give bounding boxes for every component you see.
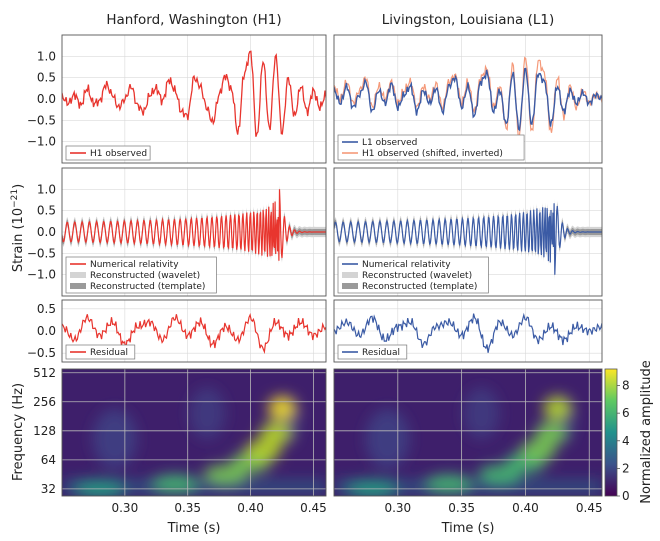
chirp-blob	[259, 422, 292, 446]
chirp-blob	[268, 396, 296, 421]
ytick-label: 256	[33, 395, 56, 409]
chirp-blob	[534, 422, 567, 446]
legend-swatch	[70, 272, 86, 278]
ytick-label: 128	[33, 424, 56, 438]
colorbar: 0 2 4 6 8 Normalized amplitude	[604, 360, 654, 504]
ytick-label: 32	[41, 482, 56, 496]
y-axis-label-frequency: Frequency (Hz)	[11, 383, 26, 481]
chirp-blob	[543, 396, 572, 421]
legend-label: Reconstructed (template)	[362, 282, 477, 292]
x-axis-label-l1: Time (s)	[441, 521, 495, 536]
y-axis-label-strain: Strain (10−21)	[10, 184, 26, 272]
series-numerical-relativity-h1	[62, 189, 326, 261]
xtick-label: 0.30	[111, 501, 138, 515]
colorbar-tick: 8	[622, 379, 630, 393]
column-title-l1: Livingston, Louisiana (L1)	[382, 12, 555, 28]
ytick-label: −0.5	[27, 346, 56, 360]
chirp-blob	[346, 479, 399, 496]
ytick-label: 1.0	[37, 182, 56, 196]
spectrogram-h1	[62, 369, 326, 496]
legend-label: Reconstructed (wavelet)	[90, 271, 200, 281]
ytick-label: −0.5	[27, 113, 56, 127]
colorbar-tick: 4	[622, 434, 630, 448]
series-residual-l1	[334, 312, 602, 353]
ytick-label: 64	[41, 453, 56, 467]
ytick-label: 0.5	[37, 71, 56, 85]
series-h1-observed	[62, 50, 326, 137]
legend-swatch	[342, 272, 358, 278]
xtick-label: 0.45	[300, 501, 327, 515]
legend-label: Reconstructed (template)	[90, 282, 205, 292]
colorbar-label: Normalized amplitude	[639, 360, 654, 504]
band-template-h1	[62, 186, 326, 264]
xtick-label: 0.30	[384, 501, 411, 515]
ytick-label: 0.5	[37, 204, 56, 218]
colorbar-tick: 0	[622, 489, 630, 503]
legend-label: H1 observed	[90, 149, 147, 159]
x-axis-label-h1: Time (s)	[167, 521, 221, 536]
panel-residual-h1: 0.5 0.0 −0.5 Residual	[27, 299, 327, 363]
colorbar-tick: 6	[622, 406, 630, 420]
xtick-label: 0.35	[174, 501, 201, 515]
series-residual-h1	[62, 312, 326, 355]
spectrogram-l1	[334, 369, 602, 496]
panel-observed-h1: 1.0 0.5 0.0 −0.5 −1.0 H1 observed	[27, 34, 327, 164]
legend-label: Residual	[362, 348, 400, 358]
xtick-label: 0.40	[237, 501, 264, 515]
legend-swatch	[70, 283, 86, 289]
chirp-blob	[73, 479, 126, 496]
colorbar-gradient	[604, 368, 618, 497]
series-l1-observed	[334, 67, 602, 132]
chirp-blob	[424, 474, 473, 494]
legend-observed-h1: H1 observed	[65, 145, 151, 161]
xtick-label: 0.35	[448, 501, 475, 515]
legend-label: Residual	[90, 348, 128, 358]
legend-residual-l1: Residual	[337, 344, 408, 360]
panel-residual-l1: Residual	[333, 299, 603, 363]
ytick-label: −1.0	[27, 135, 56, 149]
series-numerical-relativity-l1	[334, 203, 602, 275]
ytick-label: 0.0	[37, 324, 56, 338]
ytick-label: 0.0	[37, 92, 56, 106]
legend-label: Reconstructed (wavelet)	[362, 271, 472, 281]
ytick-label: 512	[33, 366, 56, 380]
legend-residual-h1: Residual	[65, 344, 136, 360]
ytick-label: 0.5	[37, 302, 56, 316]
chirp-blob	[151, 474, 200, 494]
legend-label: H1 observed (shifted, inverted)	[362, 149, 503, 159]
xtick-label: 0.40	[512, 501, 539, 515]
column-title-h1: Hanford, Washington (H1)	[106, 12, 281, 28]
chirp-blob	[520, 439, 557, 462]
ytick-label: −1.0	[27, 268, 56, 282]
ytick-label: −0.5	[27, 246, 56, 260]
chirp-blob	[245, 439, 282, 462]
ytick-label: 1.0	[37, 49, 56, 63]
panel-spectrogram-l1: 0.30 0.35 0.40 0.45	[333, 368, 603, 515]
ytick-label: 0.0	[37, 225, 56, 239]
legend-label: L1 observed	[362, 138, 417, 148]
xtick-label: 0.45	[576, 501, 603, 515]
panel-spectrogram-h1: 512 256 128 64 32 0.30 0.35 0.40 0.45	[33, 366, 327, 515]
band-template-l1	[334, 200, 602, 278]
legend-label: Numerical relativity	[90, 260, 179, 270]
legend-swatch	[342, 283, 358, 289]
legend-label: Numerical relativity	[362, 260, 451, 270]
colorbar-tick: 2	[622, 461, 630, 475]
